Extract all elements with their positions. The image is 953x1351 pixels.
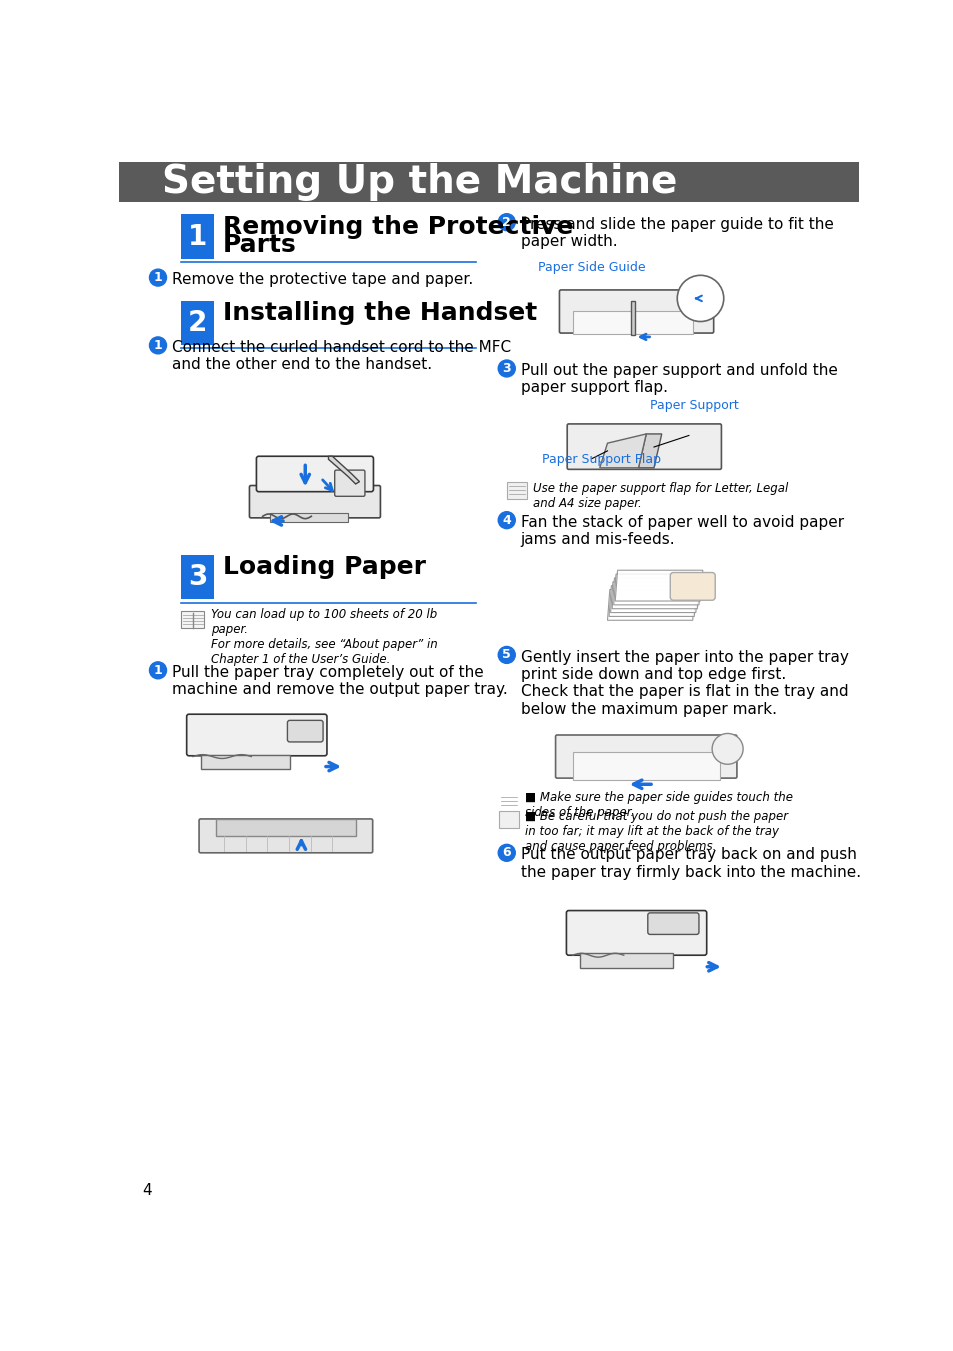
Text: Press and slide the paper guide to fit the
paper width.: Press and slide the paper guide to fit t… [520, 216, 833, 249]
Text: Connect the curled handset cord to the MFC
and the other end to the handset.: Connect the curled handset cord to the M… [172, 340, 511, 373]
Text: Paper Support: Paper Support [649, 400, 739, 412]
Text: Parts: Parts [223, 234, 296, 257]
Polygon shape [608, 585, 696, 616]
Polygon shape [607, 589, 695, 620]
FancyBboxPatch shape [249, 485, 380, 517]
Text: Put the output paper tray back on and push
the paper tray firmly back into the m: Put the output paper tray back on and pu… [520, 847, 860, 880]
FancyBboxPatch shape [181, 611, 204, 628]
Circle shape [497, 359, 515, 377]
Text: 3: 3 [502, 362, 511, 376]
FancyBboxPatch shape [498, 811, 518, 828]
Text: 2: 2 [502, 216, 511, 228]
FancyBboxPatch shape [199, 819, 373, 852]
Text: 5: 5 [502, 648, 511, 662]
FancyBboxPatch shape [119, 162, 858, 203]
Text: Remove the protective tape and paper.: Remove the protective tape and paper. [172, 273, 473, 288]
FancyBboxPatch shape [572, 311, 692, 334]
Circle shape [150, 336, 167, 354]
Text: Gently insert the paper into the paper tray
print side down and top edge first.
: Gently insert the paper into the paper t… [520, 650, 847, 717]
Polygon shape [613, 574, 700, 605]
Text: 1: 1 [153, 663, 162, 677]
FancyBboxPatch shape [555, 735, 736, 778]
FancyBboxPatch shape [506, 482, 526, 499]
FancyBboxPatch shape [572, 753, 720, 780]
Circle shape [150, 269, 167, 286]
Polygon shape [599, 434, 645, 467]
Text: 4: 4 [142, 1182, 152, 1197]
FancyBboxPatch shape [579, 952, 673, 969]
Text: Paper Side Guide: Paper Side Guide [537, 261, 644, 274]
Polygon shape [610, 582, 698, 612]
Circle shape [711, 734, 742, 765]
Text: 1: 1 [153, 272, 162, 284]
Text: 1: 1 [153, 339, 162, 351]
FancyBboxPatch shape [200, 755, 290, 769]
Text: Pull out the paper support and unfold the
paper support flap.: Pull out the paper support and unfold th… [520, 363, 837, 396]
Polygon shape [612, 578, 699, 609]
Text: Setting Up the Machine: Setting Up the Machine [162, 163, 677, 201]
Text: Installing the Handset: Installing the Handset [223, 301, 537, 326]
Text: 6: 6 [502, 846, 511, 859]
FancyBboxPatch shape [630, 301, 635, 335]
FancyBboxPatch shape [647, 913, 699, 935]
Text: Removing the Protective: Removing the Protective [223, 215, 573, 239]
FancyBboxPatch shape [256, 457, 373, 492]
Text: Pull the paper tray completely out of the
machine and remove the output paper tr: Pull the paper tray completely out of th… [172, 665, 507, 697]
Text: ■ Make sure the paper side guides touch the
sides of the paper.: ■ Make sure the paper side guides touch … [525, 792, 793, 819]
Circle shape [677, 276, 723, 322]
FancyBboxPatch shape [558, 290, 713, 334]
Circle shape [150, 662, 167, 678]
FancyBboxPatch shape [181, 301, 213, 346]
FancyBboxPatch shape [335, 470, 365, 496]
Text: Fan the stack of paper well to avoid paper
jams and mis-feeds.: Fan the stack of paper well to avoid pap… [520, 515, 843, 547]
Text: ■ Be careful that you do not push the paper
in too far; it may lift at the back : ■ Be careful that you do not push the pa… [525, 809, 787, 852]
Polygon shape [638, 434, 661, 467]
FancyBboxPatch shape [181, 215, 213, 259]
FancyBboxPatch shape [187, 715, 327, 755]
Polygon shape [328, 457, 359, 484]
Text: 2: 2 [188, 309, 207, 336]
Text: You can load up to 100 sheets of 20 lb
paper.
For more details, see “About paper: You can load up to 100 sheets of 20 lb p… [211, 608, 437, 666]
Text: Loading Paper: Loading Paper [223, 555, 426, 580]
FancyBboxPatch shape [670, 573, 715, 600]
Circle shape [497, 844, 515, 862]
Text: Use the paper support flap for Letter, Legal
and A4 size paper.: Use the paper support flap for Letter, L… [533, 482, 787, 509]
Text: 4: 4 [502, 513, 511, 527]
FancyBboxPatch shape [566, 911, 706, 955]
Circle shape [497, 512, 515, 528]
Text: 3: 3 [188, 563, 207, 592]
Polygon shape [615, 570, 702, 601]
Text: 1: 1 [188, 223, 207, 251]
Circle shape [497, 646, 515, 663]
FancyBboxPatch shape [287, 720, 323, 742]
FancyBboxPatch shape [567, 424, 720, 469]
Text: Paper Support Flap: Paper Support Flap [541, 453, 659, 466]
FancyBboxPatch shape [270, 513, 348, 523]
Circle shape [497, 213, 515, 231]
FancyBboxPatch shape [216, 819, 355, 836]
FancyBboxPatch shape [181, 555, 213, 600]
